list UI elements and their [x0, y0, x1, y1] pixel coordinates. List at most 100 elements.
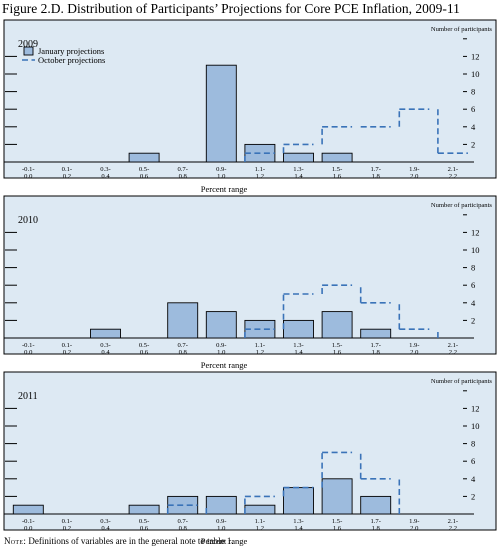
y-tick-label: 8	[471, 263, 475, 273]
x-tick-label: 0.0	[24, 173, 33, 180]
x-tick-label: 1.0	[217, 349, 226, 356]
y-tick-label: 8	[471, 87, 475, 97]
legend-label-january: January projections	[38, 46, 104, 56]
note-text: Definitions of variables are in the gene…	[26, 536, 234, 546]
bar	[283, 319, 314, 339]
y-tick-label: 6	[471, 456, 475, 466]
panel-year-label: 2010	[18, 215, 38, 226]
y-tick-label: 4	[471, 122, 476, 132]
x-tick-label: 1.5-	[332, 518, 342, 525]
x-tick-label: 0.0	[24, 525, 33, 532]
x-tick-label: 0.9-	[216, 342, 226, 349]
x-tick-label: 1.3-	[293, 166, 303, 173]
y-tick-label: 2	[471, 139, 475, 149]
y-tick-label: 10	[471, 245, 480, 255]
x-tick-label: 0.9-	[216, 518, 226, 525]
x-tick-label: 1.4	[294, 173, 303, 180]
x-tick-label: 0.5-	[139, 166, 149, 173]
x-tick-label: 1.4	[294, 349, 303, 356]
x-tick-label: 1.8	[372, 173, 381, 180]
x-tick-label: 1.9-	[409, 342, 419, 349]
x-tick-label: 0.4	[101, 525, 110, 532]
bar	[90, 328, 121, 339]
x-tick-label: 1.2	[256, 349, 264, 356]
x-tick-label: 0.5-	[139, 342, 149, 349]
y-tick-label: 12	[471, 51, 480, 61]
x-tick-label: 1.3-	[293, 518, 303, 525]
x-tick-label: 1.7-	[370, 342, 380, 349]
x-tick-label: 1.5-	[332, 166, 342, 173]
bar	[128, 152, 160, 163]
x-tick-label: -0.1-	[22, 342, 35, 349]
x-tick-label: 0.3-	[100, 518, 110, 525]
y-axis-title: Number of participants	[431, 26, 493, 33]
x-tick-label: 1.8	[372, 349, 381, 356]
bar	[283, 487, 314, 515]
x-tick-label: 1.1-	[255, 342, 265, 349]
panel-year-label: 2011	[18, 391, 38, 402]
x-tick-label: 1.4	[294, 525, 303, 532]
x-tick-label: 0.3-	[100, 166, 110, 173]
x-tick-label: 1.6	[333, 525, 342, 532]
x-tick-label: 1.6	[333, 349, 342, 356]
x-tick-label: 1.2	[256, 173, 264, 180]
bar	[321, 311, 353, 339]
x-tick-label: 0.8	[179, 173, 188, 180]
x-tick-label: 0.1-	[62, 518, 72, 525]
bar	[283, 152, 314, 163]
x-tick-label: 0.2	[63, 349, 71, 356]
y-tick-label: 4	[471, 298, 476, 308]
bar	[128, 504, 160, 515]
bar	[12, 504, 44, 515]
x-tick-label: 2.1-	[448, 166, 458, 173]
x-tick-label: 0.7-	[177, 342, 187, 349]
legend-label-october: October projections	[38, 55, 105, 65]
x-tick-label: 0.1-	[62, 166, 72, 173]
x-tick-label: 2.0	[410, 173, 419, 180]
x-tick-label: 0.8	[179, 525, 188, 532]
x-tick-label: 0.7-	[177, 166, 187, 173]
y-tick-label: 12	[471, 227, 480, 237]
x-tick-label: 0.4	[101, 349, 110, 356]
bar	[321, 152, 353, 163]
x-tick-label: 1.3-	[293, 342, 303, 349]
y-tick-label: 6	[471, 104, 475, 114]
x-tick-label: 1.5-	[332, 342, 342, 349]
y-tick-label: 8	[471, 439, 475, 449]
bar	[205, 64, 237, 163]
y-axis-title: Number of participants	[431, 378, 493, 385]
x-tick-label: 0.6	[140, 525, 149, 532]
x-tick-label: 2.2	[449, 173, 457, 180]
bar	[205, 495, 237, 515]
note-label: Note:	[4, 536, 27, 546]
x-tick-label: 2.1-	[448, 342, 458, 349]
x-axis-title: Percent range	[201, 360, 248, 370]
x-tick-label: 1.6	[333, 173, 342, 180]
x-tick-label: 2.0	[410, 525, 419, 532]
y-tick-label: 2	[471, 315, 475, 325]
x-tick-label: 1.9-	[409, 518, 419, 525]
x-tick-label: 1.1-	[255, 518, 265, 525]
x-tick-label: -0.1-	[22, 518, 35, 525]
x-tick-label: -0.1-	[22, 166, 35, 173]
bar	[321, 478, 353, 515]
panel-background	[4, 372, 496, 530]
x-tick-label: 1.7-	[370, 518, 380, 525]
panel-frame	[3, 19, 497, 179]
x-tick-label: 1.7-	[370, 166, 380, 173]
y-tick-label: 4	[471, 474, 476, 484]
x-tick-label: 0.2	[63, 173, 71, 180]
x-tick-label: 0.6	[140, 349, 149, 356]
y-tick-label: 10	[471, 69, 480, 79]
bar	[360, 495, 392, 515]
x-tick-label: 2.1-	[448, 518, 458, 525]
y-tick-label: 12	[471, 403, 480, 413]
x-tick-label: 0.6	[140, 173, 149, 180]
x-tick-label: 0.7-	[177, 518, 187, 525]
x-tick-label: 0.3-	[100, 342, 110, 349]
x-tick-label: 0.1-	[62, 342, 72, 349]
panel-year-label: 2009	[18, 39, 38, 50]
x-axis-title: Percent range	[201, 184, 248, 194]
x-tick-label: 0.8	[179, 349, 188, 356]
